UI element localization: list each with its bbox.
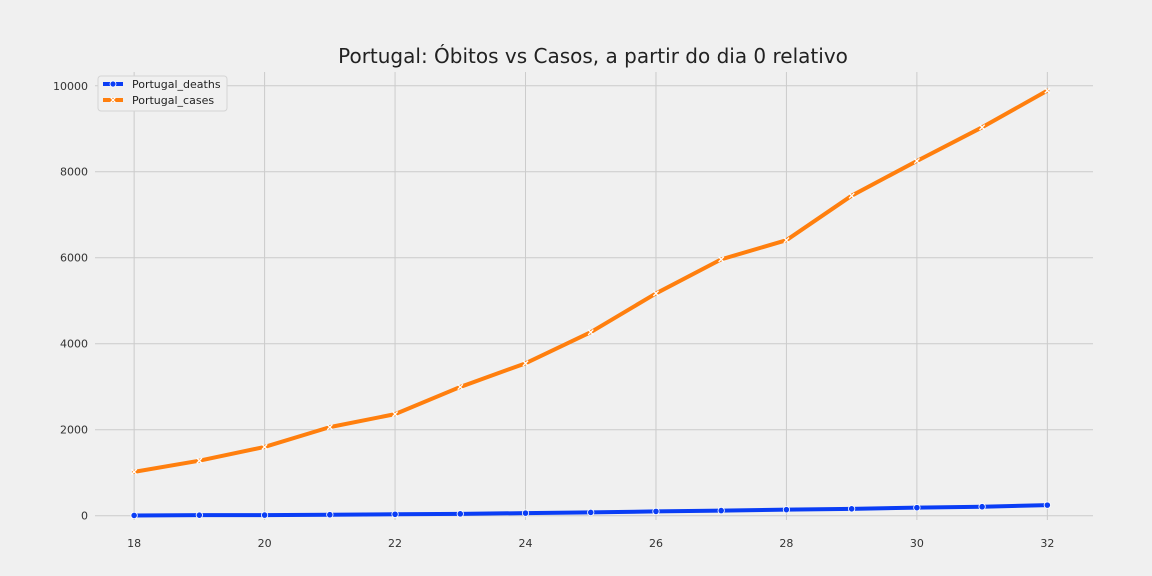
legend-label: Portugal_deaths — [132, 78, 221, 91]
legend-marker — [109, 80, 117, 88]
y-tick-label: 10000 — [53, 80, 88, 93]
y-tick-label: 2000 — [60, 424, 88, 437]
data-point — [652, 290, 660, 297]
x-tick-label: 22 — [388, 537, 402, 550]
x-tick-label: 30 — [910, 537, 924, 550]
x-tick-label: 24 — [519, 537, 533, 550]
y-tick-label: 4000 — [60, 338, 88, 351]
series-Portugal_cases — [131, 87, 1051, 475]
data-point — [195, 511, 203, 519]
data-point — [131, 468, 138, 475]
data-point — [979, 124, 986, 131]
series-group — [130, 87, 1051, 520]
data-point — [130, 511, 138, 520]
data-point — [1043, 501, 1051, 509]
x-tick-label: 26 — [649, 537, 663, 550]
x-tick-label: 28 — [779, 537, 793, 550]
legend-item: Portugal_cases — [103, 94, 214, 107]
data-point — [522, 360, 529, 367]
data-point — [652, 507, 660, 516]
data-point — [913, 157, 920, 165]
data-point — [391, 510, 399, 518]
data-point — [260, 511, 269, 519]
legend: Portugal_deaths Portugal_cases — [97, 75, 228, 112]
legend-marker — [110, 97, 116, 103]
x-axis: 18 20 22 24 26 28 30 32 — [127, 537, 1054, 550]
data-point — [783, 237, 790, 244]
data-point — [587, 329, 594, 336]
data-point — [717, 506, 725, 515]
x-tick-label: 32 — [1040, 537, 1054, 550]
data-point — [1044, 87, 1051, 94]
data-point — [391, 411, 399, 418]
data-point — [848, 192, 855, 199]
data-point — [978, 503, 986, 511]
data-point — [718, 256, 725, 263]
y-tick-label: 6000 — [60, 252, 88, 265]
data-point — [261, 443, 268, 450]
y-axis: 0 2000 4000 6000 8000 10000 — [53, 80, 88, 523]
data-point — [521, 509, 530, 517]
data-point — [848, 505, 856, 513]
y-tick-label: 0 — [81, 510, 88, 523]
data-point — [587, 508, 595, 517]
legend-item: Portugal_deaths — [103, 78, 221, 91]
data-point — [913, 504, 921, 512]
data-point — [456, 510, 464, 518]
y-tick-label: 8000 — [60, 166, 88, 179]
data-point — [457, 383, 464, 390]
legend-label: Portugal_cases — [132, 94, 214, 107]
data-point — [782, 506, 791, 514]
x-tick-label: 20 — [258, 537, 272, 550]
data-point — [326, 424, 333, 431]
legend-box — [97, 75, 228, 112]
series-Portugal_deaths — [130, 501, 1051, 520]
x-tick-label: 18 — [127, 537, 141, 550]
chart-title: Portugal: Óbitos vs Casos, a partir do d… — [338, 44, 848, 68]
data-point — [196, 457, 203, 464]
data-point — [326, 511, 334, 519]
